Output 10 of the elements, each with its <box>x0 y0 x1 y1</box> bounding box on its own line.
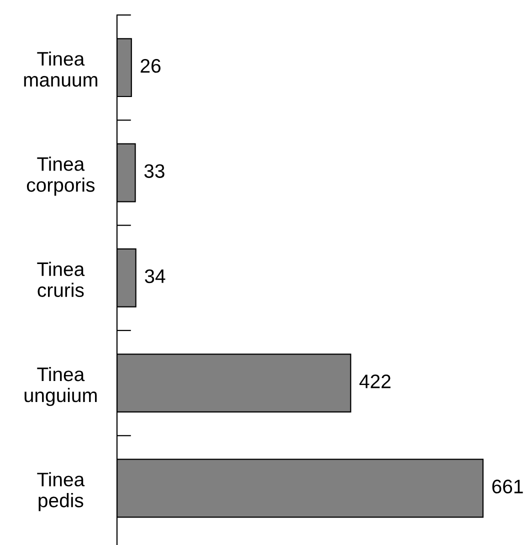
data-label: 26 <box>140 59 161 73</box>
y-tick-label: Tinea unguium <box>24 366 97 406</box>
data-label: 34 <box>144 269 166 284</box>
data-label: 33 <box>144 164 164 178</box>
y-tick-label: Tinea cruris <box>37 262 85 298</box>
y-tick-label: Tinea corporis <box>26 156 95 196</box>
data-label: 422 <box>359 374 390 388</box>
data-label: 661 <box>492 480 523 494</box>
y-tick-label: Tinea pedis <box>37 472 85 512</box>
y-tick-label: Tinea manuum <box>24 51 98 87</box>
